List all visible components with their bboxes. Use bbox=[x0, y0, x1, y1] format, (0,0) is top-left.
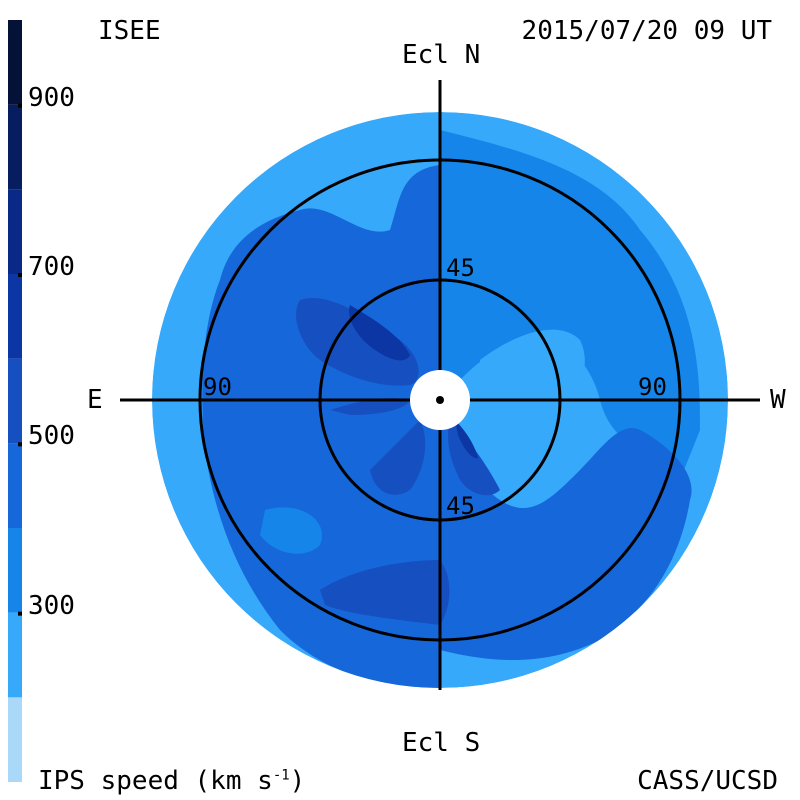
region-southern-band bbox=[320, 560, 450, 625]
colorbar-caption-exponent: -1 bbox=[272, 767, 290, 784]
colorbar-caption-text: IPS speed (km s bbox=[38, 766, 273, 796]
colorbar-band-400-500 bbox=[8, 443, 22, 528]
colorbar-tick-900 bbox=[18, 103, 22, 108]
colorbar-band-700-800 bbox=[8, 189, 22, 274]
colorbar-band-800-900 bbox=[8, 104, 22, 190]
colorbar-band-900-1000 bbox=[8, 20, 22, 105]
axis-label-south: Ecl S bbox=[402, 728, 481, 758]
colorbar-tick-label-500: 500 bbox=[28, 421, 75, 452]
colorbar-band-200-300 bbox=[8, 612, 22, 698]
colorbar bbox=[8, 20, 22, 782]
colorbar-tick-label-300: 300 bbox=[28, 590, 75, 621]
ring-label-south-45: 45 bbox=[446, 492, 475, 520]
sky-disc bbox=[152, 112, 728, 688]
colorbar-band-100-200 bbox=[8, 697, 22, 782]
header-title: ISEE bbox=[98, 16, 161, 46]
region-south-inner-lobe bbox=[370, 420, 426, 495]
region-inner-southeast-streak bbox=[455, 420, 478, 459]
colorbar-tick-500 bbox=[18, 442, 22, 447]
region-east-streak bbox=[330, 398, 410, 415]
ring-label-north-45: 45 bbox=[446, 254, 475, 282]
region-west-north bbox=[440, 130, 700, 480]
ring-label-west-90: 90 bbox=[638, 373, 667, 401]
colorbar-caption: IPS speed (km s-1) bbox=[38, 768, 305, 794]
colorbar-band-500-600 bbox=[8, 358, 22, 444]
colorbar-band-300-400 bbox=[8, 528, 22, 613]
colorbar-band-600-700 bbox=[8, 274, 22, 359]
ring-label-east-90: 90 bbox=[203, 373, 232, 401]
axis-label-north: Ecl N bbox=[402, 40, 481, 70]
region-southwest-light bbox=[260, 507, 322, 554]
region-inner-northeast-inner bbox=[349, 305, 410, 361]
colorbar-tick-label-900: 900 bbox=[28, 82, 75, 113]
axis-label-east: E bbox=[87, 385, 103, 415]
colorbar-tick-300 bbox=[18, 611, 22, 616]
colorbar-tick-700 bbox=[18, 273, 22, 277]
sun-center-dot bbox=[436, 396, 444, 404]
timestamp: 2015/07/20 09 UT bbox=[521, 16, 772, 46]
credit: CASS/UCSD bbox=[637, 766, 778, 796]
colorbar-tick-label-700: 700 bbox=[28, 252, 75, 282]
colorbar-caption-close: ) bbox=[289, 766, 306, 796]
axis-label-west: W bbox=[770, 385, 786, 415]
